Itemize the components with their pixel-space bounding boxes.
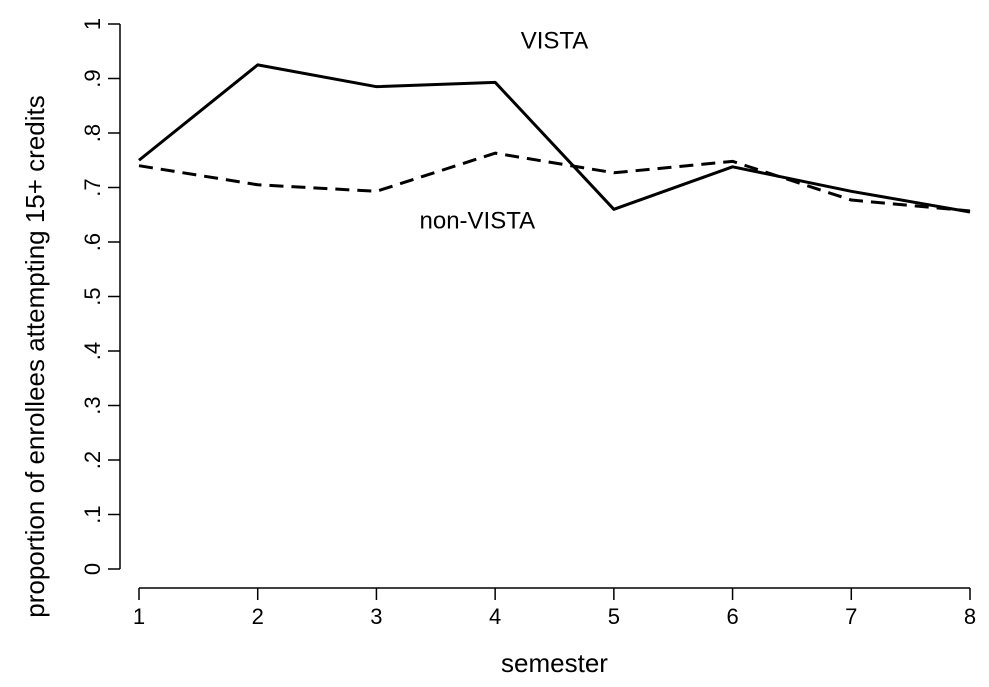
y-tick-label: .1: [80, 505, 105, 523]
series-label-vista: VISTA: [521, 28, 589, 55]
y-axis-title: proportion of enrollees attempting 15+ c…: [20, 95, 50, 617]
y-tick-label: .3: [80, 396, 105, 414]
series-line-vista: [138, 63, 971, 214]
y-axis-ticks: 0 .1 .2 .3 .4 .5 .6 .7 .8 .9 1: [80, 18, 120, 575]
x-axis-title: semester: [501, 648, 608, 678]
x-tick-label: 1: [133, 604, 145, 629]
annotation-layer: VISTA non-VISTA: [420, 28, 589, 235]
x-tick-label: 7: [845, 604, 857, 629]
plot-region: 0 .1 .2 .3 .4 .5 .6 .7 .8 .9 1 1 2 3 4 5 6 7 8 VISTA non-V…: [80, 18, 976, 629]
x-tick-label: 4: [489, 604, 501, 629]
y-tick-label: .7: [80, 178, 105, 196]
x-tick-label: 8: [964, 604, 976, 629]
x-tick-label: 3: [370, 604, 382, 629]
y-tick-label: 0: [80, 563, 105, 575]
series-layer: [138, 63, 971, 214]
y-tick-label: .5: [80, 287, 105, 305]
x-axis-ticks: 1 2 3 4 5 6 7 8: [133, 588, 976, 629]
y-tick-label: .8: [80, 124, 105, 142]
y-tick-label: .4: [80, 342, 105, 360]
series-label-non-vista: non-VISTA: [420, 207, 536, 234]
y-tick-label: 1: [80, 18, 105, 30]
x-tick-label: 2: [252, 604, 264, 629]
y-tick-label: .6: [80, 233, 105, 251]
y-tick-label: .2: [80, 451, 105, 469]
x-tick-label: 6: [726, 604, 738, 629]
x-tick-label: 5: [608, 604, 620, 629]
series-line-non-vista: [138, 151, 971, 213]
y-tick-label: .9: [80, 69, 105, 87]
